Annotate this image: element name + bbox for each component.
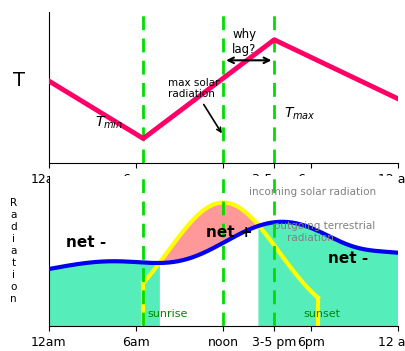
Text: net -: net - [327,251,367,266]
Text: outgoing terrestrial
    radiation: outgoing terrestrial radiation [273,221,375,243]
Text: sunset: sunset [303,309,339,319]
Text: $T_{min}$: $T_{min}$ [95,114,123,131]
Text: sunrise: sunrise [147,309,188,319]
Text: incoming solar radiation: incoming solar radiation [249,187,376,197]
Text: max solar
radiation: max solar radiation [168,78,220,132]
Text: why
lag?: why lag? [232,28,256,57]
Text: net -: net - [66,235,106,250]
Text: T: T [13,71,25,90]
Text: net +: net + [205,225,252,240]
Text: R
a
d
i
a
t
i
o
n: R a d i a t i o n [10,198,17,304]
Text: $T_{max}$: $T_{max}$ [284,106,315,122]
